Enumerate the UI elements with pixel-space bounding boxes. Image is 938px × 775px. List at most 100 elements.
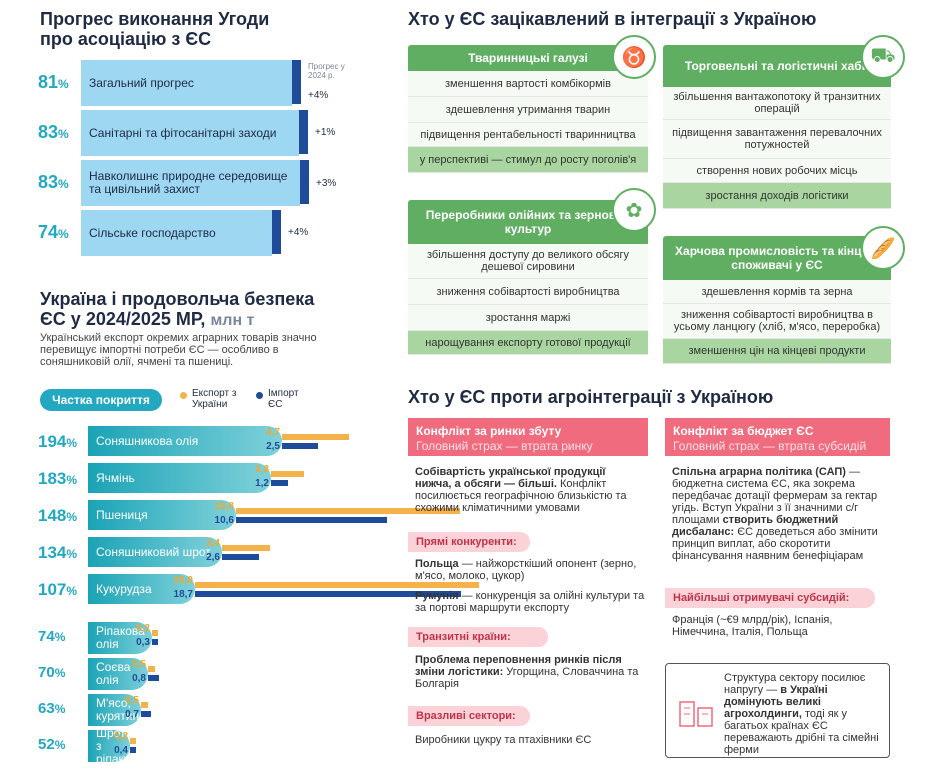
progress-delta: +4%: [308, 90, 329, 101]
import-label: 0,8: [132, 673, 146, 684]
group-item: зростання маржі: [408, 305, 648, 331]
recipients-text: Франція (~€9 млрд/рік), Іспанія, Німеччи…: [672, 614, 833, 638]
group-item: збільшення доступу до великого обсягу де…: [408, 244, 648, 279]
import-bar: [271, 480, 289, 486]
export-label: 0,5: [125, 695, 139, 706]
coverage-bar: Ріпакова олія: [88, 622, 152, 654]
export-bar: [195, 582, 479, 588]
progress-bar: Сільське господарство: [81, 210, 272, 256]
coverage-bar: Соєва олія: [88, 658, 148, 690]
coverage-percent: 74%: [38, 628, 66, 645]
group-item: здешевлення утримання тварин: [408, 97, 648, 123]
coverage-percent: 194%: [38, 432, 78, 451]
export-label: 0,5: [132, 659, 146, 670]
progress-title: Прогрес виконання Угоди про асоціацію з Є…: [40, 9, 270, 49]
coverage-bar: Кукурудза: [88, 574, 195, 604]
coverage-bar: М'ясо, курятина: [88, 694, 146, 726]
coverage-pill: Частка покриття: [40, 389, 162, 411]
import-bar: [222, 554, 259, 560]
export-label: 4,7: [266, 427, 280, 438]
import-label: 18,7: [173, 589, 193, 600]
progress-percent: 83%: [38, 122, 69, 142]
import-label: 2,5: [266, 441, 280, 452]
structure-text: Структура сектору посилює напругу — в Ук…: [724, 672, 879, 756]
group-header-processors: Переробники олійних та зернових культур: [408, 200, 648, 244]
progress-percent: 83%: [38, 172, 69, 192]
progress-percent: 81%: [38, 72, 69, 92]
budget-conflict-header: Конфлікт за бюджет ЄС Головний страх — вт…: [665, 418, 890, 456]
transit-text: Проблема переповнення ринків після зміни…: [415, 654, 639, 690]
progress-delta: +1%: [315, 127, 336, 138]
import-bar: [236, 517, 387, 523]
group-icon-wrap: ♉: [612, 35, 656, 79]
romania-text: Румунія — конкуренція за олійні культури…: [415, 590, 645, 614]
progress-increment-bar: [299, 110, 308, 154]
coverage-bar: Соняшникова олія: [88, 426, 282, 456]
sunflower-icon: ✿: [625, 199, 643, 222]
export-bar: [271, 471, 304, 477]
export-label: 15,8: [214, 501, 234, 512]
coverage-percent: 148%: [38, 506, 78, 525]
food-desc: Український експорт окремих аграрних тов…: [40, 332, 317, 368]
vulnerable-text: Виробники цукру та птахівники ЄС: [415, 734, 592, 746]
budget-conflict-text: Спільна аграрна політика (САП) — бюджетн…: [672, 466, 878, 562]
coverage-bar: Шрот з ріпаку: [88, 726, 130, 765]
group-item: зниження собівартості виробництва: [408, 279, 648, 305]
pill-vulnerable: Вразливі сектори:: [408, 706, 530, 726]
import-label: 0,3: [136, 637, 150, 648]
market-conflict-text: Собівартість української продукції нижча…: [415, 466, 627, 514]
coverage-percent: 52%: [38, 736, 66, 753]
coverage-percent: 107%: [38, 580, 78, 599]
import-label: 1,2: [255, 478, 269, 489]
legend-import: Імпорт ЄС: [268, 388, 299, 410]
group-header-logistics: Торговельні та логістичні хаби: [663, 45, 891, 87]
progress-bar: Санітарні та фітосанітарні заходи: [81, 110, 299, 156]
export-bar: [152, 630, 158, 636]
progress-note: Прогрес у 2024 р.: [308, 62, 345, 80]
group-item: зменшення цін на кінцеві продукти: [663, 339, 891, 364]
truck-icon: ⛟: [870, 44, 896, 67]
group-icon-wrap: 🥖: [861, 226, 905, 270]
pill-direct: Прямі конкуренти:: [408, 532, 530, 552]
market-conflict-header: Конфлікт за ринки збуту Головний страх — …: [408, 418, 648, 456]
progress-increment-bar: [292, 60, 301, 104]
import-bar: [148, 675, 160, 681]
structure-box: Структура сектору посилює напругу — в Ук…: [665, 663, 890, 758]
group-item: підвищення рентабельності тваринництва: [408, 123, 648, 147]
import-bar: [130, 747, 136, 753]
group-item: підвищення завантаження перевалочних пот…: [663, 120, 891, 159]
export-label: 20,0: [173, 575, 193, 586]
progress-bar: Навколишнє природне середовище та цивіль…: [81, 160, 300, 206]
export-bar: [148, 666, 156, 672]
export-bar: [222, 545, 271, 551]
coverage-percent: 183%: [38, 469, 78, 488]
group-item: у перспективі — стимул до росту поголів'…: [408, 147, 648, 173]
progress-bar: Загальний прогрес: [81, 60, 292, 106]
group-item: здешевлення кормів та зерна: [663, 280, 891, 304]
export-dot: [180, 392, 187, 399]
farm-buildings-icon: [679, 701, 713, 727]
import-bar: [282, 443, 318, 449]
import-label: 2,6: [206, 552, 220, 563]
export-label: 3,4: [206, 538, 220, 549]
import-label: 0,4: [114, 745, 128, 756]
cow-icon: ♉: [621, 46, 647, 69]
coverage-percent: 63%: [38, 700, 66, 717]
group-item: нарощування експорту готової продукції: [408, 331, 648, 355]
export-bar: [130, 738, 136, 744]
group-icon-wrap: ⛟: [861, 35, 905, 79]
import-bar: [195, 591, 461, 597]
group-item: зниження собівартості виробництва в усьо…: [663, 304, 891, 339]
food-title: Україна і продовольча безпека ЄС у 2024/2…: [40, 289, 315, 329]
coverage-bar: Ячмінь: [88, 463, 271, 493]
bread-icon: 🥖: [870, 237, 896, 260]
import-bar: [141, 711, 151, 717]
progress-delta: +4%: [288, 227, 309, 238]
export-bar: [236, 508, 461, 514]
poland-text: Польща — найжорсткіший опонент (зерно, м…: [415, 558, 637, 582]
against-title: Хто у ЄС проти агроінтеграції з Україною: [408, 387, 774, 407]
group-item: створення нових робочих місць: [663, 159, 891, 183]
coverage-percent: 134%: [38, 543, 78, 562]
group-item: зростання доходів логістики: [663, 183, 891, 209]
group-header-livestock: Тваринницькі галузі: [408, 45, 648, 71]
